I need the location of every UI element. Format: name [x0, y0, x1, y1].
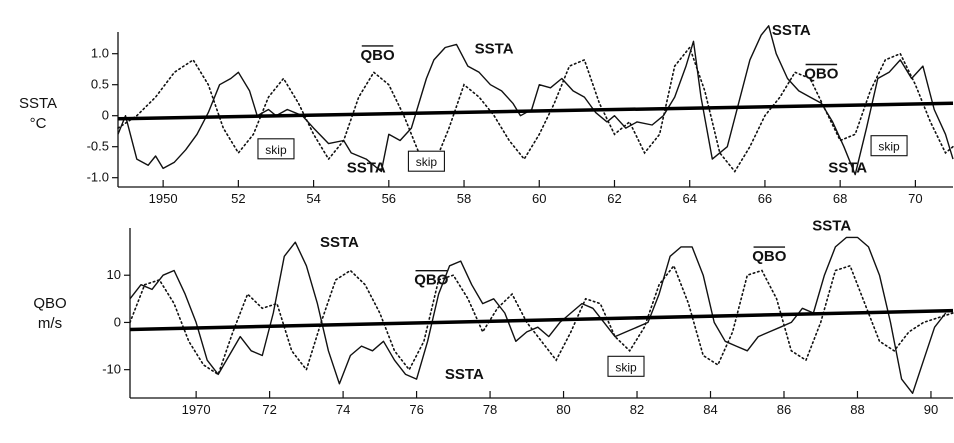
x-tick-label: 66	[758, 191, 772, 206]
trend-line	[129, 308, 954, 332]
x-tick-label: 1950	[149, 191, 178, 206]
x-tick-label: 84	[703, 402, 717, 417]
x-tick-label: 88	[850, 402, 864, 417]
skip-box	[607, 355, 645, 377]
x-tick-label: 58	[457, 191, 471, 206]
x-tick-label: 56	[382, 191, 396, 206]
qbo-panel: 10 0 -10 1970 72 74 76 78 80 82 84 86 88 90 QBO m/s SSTA…	[33, 217, 954, 417]
x-tick-label: 76	[409, 402, 423, 417]
x-tick-label: 70	[908, 191, 922, 206]
skip-label: skip	[416, 155, 438, 169]
x-tick-label: 60	[532, 191, 546, 206]
annotation-label: SSTA	[347, 160, 386, 177]
skip-box	[257, 138, 295, 160]
x-tick-label: 90	[924, 402, 938, 417]
x-tick-label: 80	[556, 402, 570, 417]
x-tick-label: 64	[682, 191, 696, 206]
y-axis-title: SSTA	[19, 95, 57, 112]
annotation-label: SSTA	[320, 234, 359, 251]
skip-label: skip	[265, 143, 287, 157]
annotation-label: SSTA	[445, 366, 484, 383]
x-tick-label: 72	[262, 402, 276, 417]
x-tick-label: 52	[231, 191, 245, 206]
series-qbo-line	[129, 264, 954, 376]
y-tick-label: 1.0	[91, 46, 109, 61]
annotation-label: SSTA	[475, 41, 514, 58]
annotation-label: QBO	[360, 47, 395, 64]
annotation-label: QBO	[414, 272, 449, 289]
x-tick-label: 54	[306, 191, 320, 206]
x-tick-label: 74	[336, 402, 350, 417]
annotation-label: SSTA	[828, 160, 867, 177]
x-tick-label: 1970	[182, 402, 211, 417]
y-axis-title: m/s	[38, 315, 62, 332]
skip-box	[407, 150, 445, 172]
trend-line	[117, 101, 954, 121]
y-tick-label: 0	[114, 314, 121, 329]
y-tick-label: 10	[107, 267, 121, 282]
x-tick-label: 68	[833, 191, 847, 206]
y-axis-title: °C	[30, 115, 47, 132]
x-tick-label: 62	[607, 191, 621, 206]
y-tick-label: -1.0	[87, 170, 109, 185]
annotation-label: SSTA	[812, 217, 851, 234]
skip-box	[870, 135, 908, 157]
x-tick-label: 78	[483, 402, 497, 417]
x-tick-label: 86	[777, 402, 791, 417]
annotation-label: SSTA	[772, 22, 811, 39]
series-ssta-line	[129, 236, 947, 394]
x-tick-label: 82	[630, 402, 644, 417]
skip-label: skip	[878, 140, 900, 154]
series-ssta-line	[117, 25, 954, 176]
y-tick-label: 0	[102, 108, 109, 123]
y-tick-label: -10	[102, 362, 121, 377]
annotation-label: QBO	[804, 66, 839, 83]
y-tick-label: 0.5	[91, 77, 109, 92]
annotation-label: QBO	[752, 248, 787, 265]
ssta-panel: 1.0 0.5 0 -0.5 -1.0 1950 52 54 56 58 60 62 64 66 68 70 S…	[19, 22, 954, 206]
y-axis-title: QBO	[33, 295, 66, 312]
skip-label: skip	[615, 360, 637, 374]
y-tick-label: -0.5	[87, 139, 109, 154]
